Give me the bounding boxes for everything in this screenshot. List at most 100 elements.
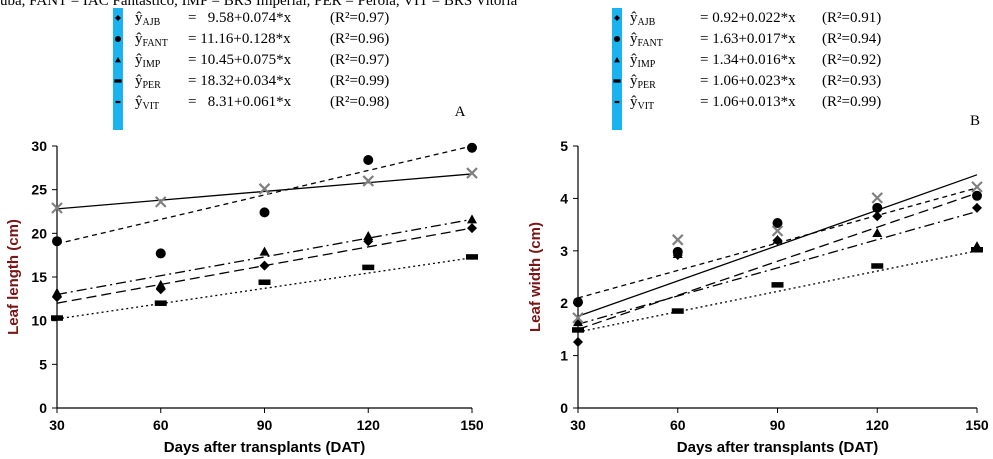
legend-name: PER [143,80,162,91]
marker [52,287,62,297]
legend-symbol: ŷ [135,10,143,26]
legend-marker [613,79,621,83]
legend-name: IMP [638,59,656,70]
legend-entry: ŷIMP = 1.34+0.016*x (R²=0.92) [630,52,881,70]
x-axis-label: Days after transplants (DAT) [677,439,878,456]
legend-name: VIT [143,101,160,112]
marker [258,183,271,195]
marker [259,246,270,256]
legend-symbol: ŷ [630,73,638,89]
marker [466,167,478,179]
marker [671,308,684,314]
legend-box [612,8,622,130]
marker [771,282,784,288]
legend-equation: = 10.45+0.075*x [188,52,292,68]
legend-r2: (R²=0.96) [330,31,389,47]
caption: uba, FANT = IAC Fantastico, IMP = BRS Im… [0,0,518,9]
legend-box [113,8,123,130]
legend-equation: = 8.31+0.061*x [188,94,292,110]
legend-name: PER [638,80,657,91]
y-tick-label: 2 [560,295,568,311]
legend-name: VIT [638,101,655,112]
marker [258,279,271,285]
panel-label: B [970,113,980,129]
marker [871,192,884,204]
legend-symbol: ŷ [630,31,638,47]
legend-marker [114,79,122,83]
legend-marker [115,15,121,21]
marker [363,230,374,240]
legend-entry: ŷAJB = 9.58+0.074*x (R²=0.97) [135,10,389,28]
y-tick-label: 0 [560,400,568,416]
y-tick-label: 1 [560,348,568,364]
legend-equation: = 18.32+0.034*x [188,73,292,89]
marker [51,202,63,214]
marker [259,260,270,271]
legend-r2: (R²=0.99) [822,94,881,110]
legend-symbol: ŷ [135,73,143,89]
legend-name: AJB [638,17,656,28]
legend-r2: (R²=0.92) [822,52,881,68]
marker [362,175,375,187]
legend-r2: (R²=0.91) [822,10,881,26]
marker [672,248,683,258]
x-axis-label: Days after transplants (DAT) [164,439,365,456]
legend-entry: ŷFANT = 11.16+0.128*x (R²=0.96) [135,31,389,49]
marker [466,254,478,260]
legend-equation: = 1.63+0.017*x [700,31,796,47]
legend-symbol: ŷ [630,52,638,68]
marker [872,211,883,222]
legend-symbol: ŷ [135,94,143,110]
legend-r2: (R²=0.93) [822,73,881,89]
y-tick-label: 0 [39,400,47,416]
legend-equation: = 1.06+0.023*x [700,73,796,89]
y-tick-label: 3 [560,243,568,259]
marker [572,312,584,324]
legend-entry: ŷAJB = 0.92+0.022*x (R²=0.91) [630,10,881,28]
x-tick-label: 150 [965,417,989,433]
marker [572,327,584,333]
marker [259,207,270,218]
legend-name: IMP [143,59,161,70]
marker [671,234,684,246]
y-tick-label: 15 [31,269,47,285]
legend-name: FANT [638,38,663,49]
legend-r2: (R²=0.97) [330,52,389,68]
legend-equation: = 1.34+0.016*x [700,52,796,68]
legend-r2: (R²=0.97) [330,10,389,26]
legend-r2: (R²=0.99) [330,73,389,89]
legend-symbol: ŷ [630,10,638,26]
legend-marker [115,57,121,63]
marker [155,248,166,259]
marker [871,263,884,269]
x-tick-label: 30 [570,417,586,433]
legend-equation: = 9.58+0.074*x [188,10,292,26]
x-tick-label: 60 [153,417,169,433]
y-axis-label: Leaf length (cm) [5,219,22,335]
y-axis-label: Leaf width (cm) [527,222,544,332]
legend-name: FANT [143,38,168,49]
legend-marker [115,100,121,104]
legend-symbol: ŷ [135,52,143,68]
x-tick-label: 120 [866,417,890,433]
legend-entry: ŷVIT = 1.06+0.013*x (R²=0.99) [630,94,881,112]
marker [573,317,583,327]
fit-line [577,210,978,325]
marker [772,234,783,244]
y-tick-label: 20 [31,225,47,241]
marker [467,142,477,153]
y-tick-label: 25 [31,182,47,198]
chart: 0 1 2 3 4 5 30 60 90 120 150 Days after transplants… [527,8,989,456]
marker [363,154,374,165]
marker [155,279,166,289]
panel-label: A [455,104,466,120]
legend-name: AJB [143,17,161,28]
marker [771,225,784,237]
marker [154,300,167,306]
legend-entry: ŷFANT = 1.63+0.017*x (R²=0.94) [630,31,881,49]
marker [154,196,167,208]
legend-equation: = 11.16+0.128*x [188,31,291,47]
y-tick-label: 10 [31,313,47,329]
legend-symbol: ŷ [630,94,638,110]
marker [573,297,583,308]
